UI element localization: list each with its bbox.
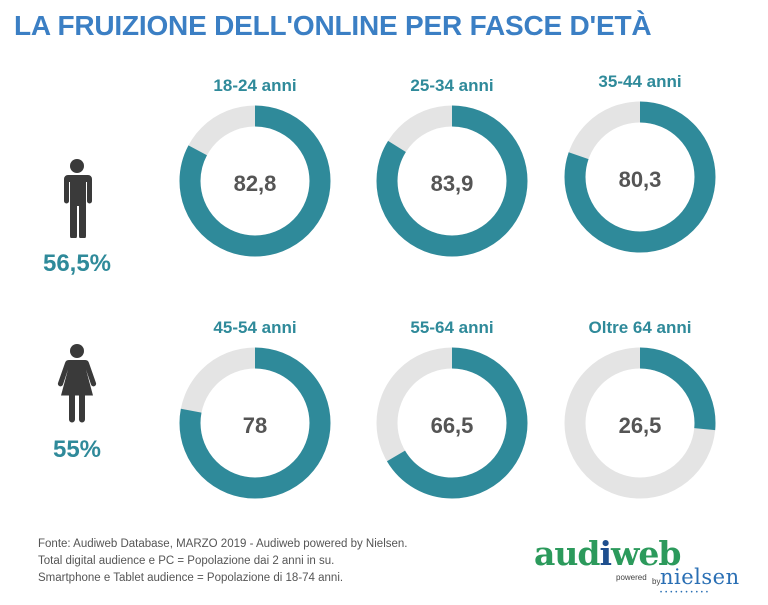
source-note: Fonte: Audiweb Database, MARZO 2019 - Au…	[38, 536, 508, 587]
source-line: Total digital audience e PC = Popolazion…	[38, 555, 335, 567]
source-line: Smartphone e Tablet audience = Popolazio…	[38, 572, 344, 584]
audiweb-logo: audiweb powered by nielsen ••••••••••	[534, 535, 746, 597]
donut-arc	[564, 101, 716, 253]
donut-chart: 55-64 anni 66,5	[367, 318, 537, 524]
age-group-label: 55-64 anni	[410, 318, 494, 337]
donut-arc	[376, 347, 528, 499]
age-group-label: Oltre 64 anni	[588, 318, 692, 337]
female-percent: 55%	[52, 436, 102, 463]
donut-chart: 25-34 anni 83,9	[367, 76, 537, 282]
page-title: LA FRUIZIONE DELL'ONLINE PER FASCE D'ETÀ	[14, 10, 652, 41]
donut-value: 78	[242, 413, 268, 438]
donut-value: 83,9	[430, 171, 474, 196]
donut-arc	[179, 347, 331, 499]
logo-text: aud	[534, 534, 600, 573]
logo-dots: ••••••••••	[660, 590, 712, 596]
male-percent: 56,5%	[42, 250, 112, 277]
age-group-label: 35-44 anni	[598, 72, 682, 91]
donut-chart: 35-44 anni 80,3	[555, 72, 725, 278]
logo-by-text: by	[652, 577, 661, 586]
donut-value: 82,8	[233, 171, 277, 196]
age-group-label: 45-54 anni	[213, 318, 297, 337]
donut-arc	[564, 347, 716, 499]
donut-value: 80,3	[618, 167, 662, 192]
logo-text: i	[599, 534, 612, 573]
donut-arc	[376, 105, 528, 257]
donut-value: 26,5	[618, 413, 662, 438]
woman-icon	[57, 344, 97, 423]
audiweb-wordmark: audiweb	[534, 534, 681, 573]
donut-chart: 18-24 anni 82,8	[170, 76, 340, 282]
donut-chart: 45-54 anni 78	[170, 318, 340, 524]
donut-value: 66,5	[430, 413, 474, 438]
donut-chart: Oltre 64 anni 26,5	[555, 318, 725, 524]
man-icon	[64, 159, 92, 238]
logo-powered-text: powered	[616, 573, 647, 582]
donut-arc	[179, 105, 331, 257]
age-group-label: 18-24 anni	[213, 76, 297, 95]
logo-text: web	[611, 534, 681, 573]
age-group-label: 25-34 anni	[410, 76, 494, 95]
nielsen-wordmark: nielsen	[660, 565, 740, 589]
source-line: Fonte: Audiweb Database, MARZO 2019 - Au…	[38, 538, 408, 550]
